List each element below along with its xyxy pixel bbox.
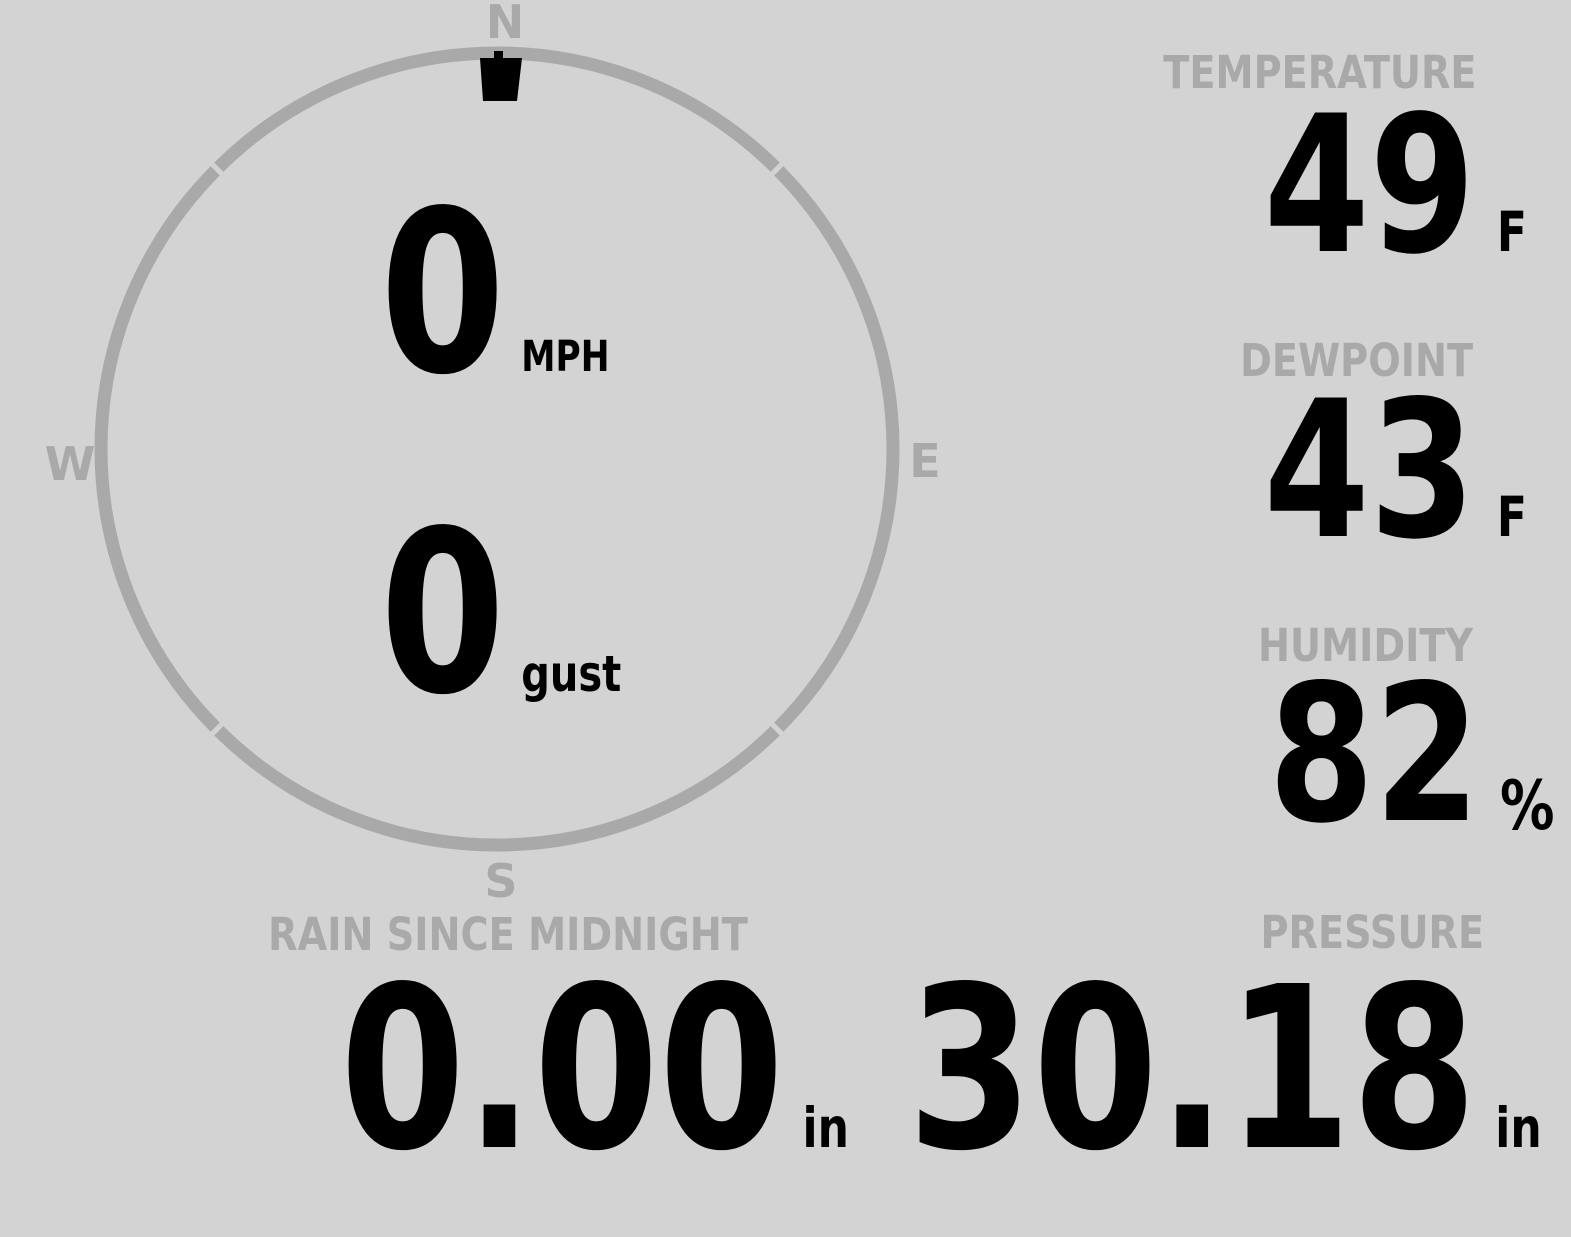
compass-notch-ne-icon [763,155,791,183]
compass-cardinal-north: N [485,0,525,49]
rain-since-midnight-unit: in [802,1096,849,1160]
wind-speed-value: 0 [380,163,506,425]
rain-since-midnight-readout: 0.00 in [340,958,849,1183]
wind-direction-marker-icon [480,58,522,101]
pressure-readout: 30.18 in [908,958,1542,1183]
humidity-label: HUMIDITY [1257,619,1473,672]
wind-direction-marker-tip-icon [494,51,503,59]
dewpoint-readout: 43 F [1264,376,1527,566]
wind-gust-value: 0 [380,483,506,745]
compass-cardinal-west: W [44,437,96,491]
wind-gust-unit: gust [521,645,622,703]
humidity-value: 82 [1268,644,1481,865]
temperature-readout: 49 F [1264,91,1527,281]
humidity-readout: 82 % [1269,660,1555,850]
compass-notch-nw-icon [203,155,231,183]
dewpoint-label: DEWPOINT [1240,334,1473,387]
compass-cardinal-east: E [909,434,941,488]
humidity-unit: % [1500,767,1555,846]
wind-gust-readout: 0 gust [380,502,621,727]
rain-since-midnight-label: RAIN SINCE MIDNIGHT [268,908,748,961]
temperature-unit: F [1496,200,1527,264]
dewpoint-value: 43 [1263,360,1476,581]
compass-notch-sw-icon [203,715,231,743]
pressure-label: PRESSURE [1260,906,1484,959]
pressure-unit: in [1495,1096,1542,1160]
dewpoint-unit: F [1496,485,1527,549]
temperature-value: 49 [1263,75,1476,296]
pressure-value: 30.18 [907,939,1478,1201]
compass-notch-se-icon [763,715,791,743]
rain-since-midnight-value: 0.00 [340,939,785,1201]
wind-speed-readout: 0 MPH [380,182,609,407]
temperature-label: TEMPERATURE [1163,46,1477,99]
compass-cardinal-south: S [484,854,518,908]
wind-speed-unit: MPH [521,332,610,382]
